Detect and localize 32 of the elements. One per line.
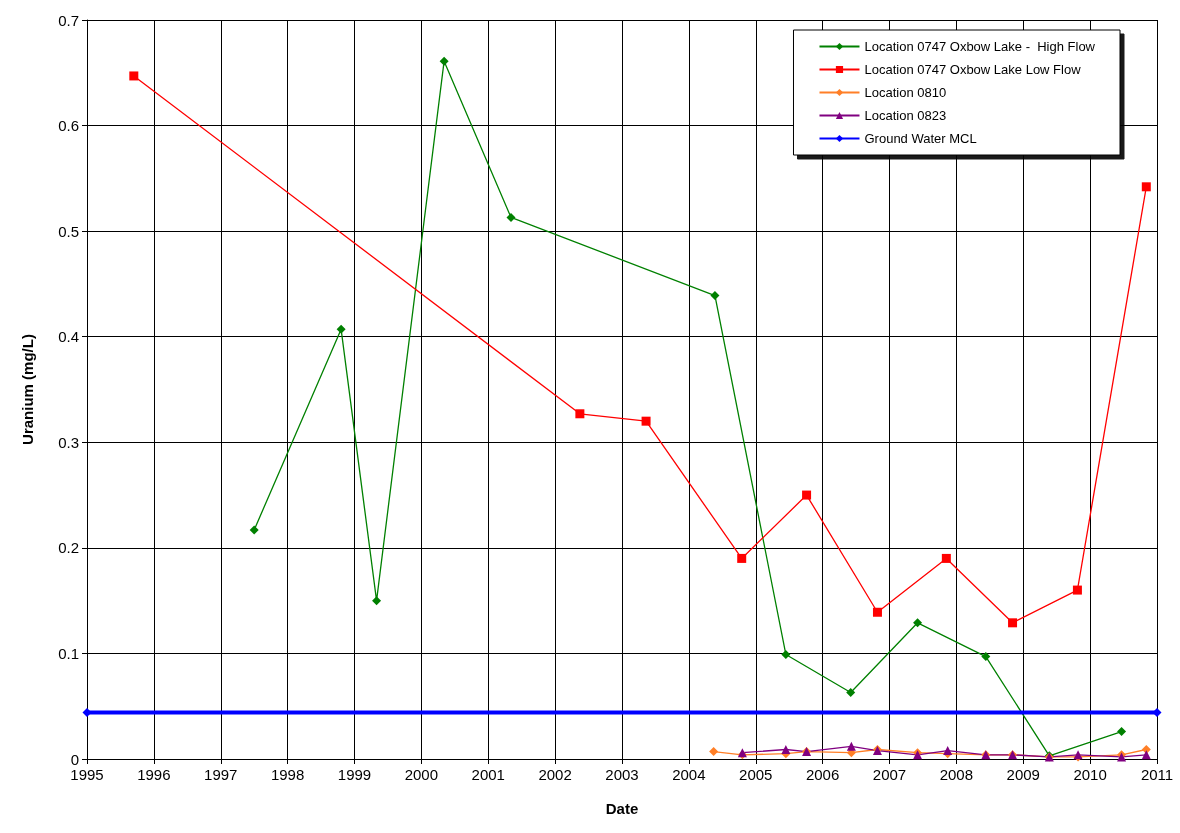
x-tick-label: 2011	[1140, 766, 1174, 783]
x-tick-label: 2008	[939, 766, 974, 783]
x-tick-label: 1999	[337, 766, 372, 783]
x-tick-label: 2004	[672, 766, 706, 783]
x-tick-label: 1998	[270, 766, 305, 783]
x-tick-label: 2005	[739, 766, 773, 783]
y-tick-label: 0	[70, 750, 79, 768]
x-tick-label: 1995	[70, 766, 104, 783]
x-tick-label: 2003	[605, 766, 639, 783]
y-tick-label: 0.7	[58, 11, 79, 29]
x-tick-label: 2006	[805, 766, 840, 783]
legend-label: Location 0747 Oxbow Lake Low Flow	[864, 62, 1082, 77]
x-tick-label: 1997	[204, 766, 238, 783]
y-tick-label: 0.1	[58, 644, 79, 662]
y-tick-label: 0.5	[58, 222, 79, 240]
x-tick-label: 1996	[137, 766, 171, 783]
y-axis-title: Uranium (mg/L)	[19, 334, 36, 445]
legend-label: Location 0810	[864, 85, 947, 100]
y-tick-label: 0.4	[58, 328, 79, 346]
x-tick-label: 2002	[538, 766, 572, 783]
y-tick-label: 0.3	[58, 433, 79, 451]
x-tick-label: 2009	[1006, 766, 1040, 783]
x-tick-label: 2001	[471, 766, 505, 783]
x-tick-label: 2000	[404, 766, 439, 783]
y-tick-label: 0.6	[58, 117, 79, 135]
y-tick-label: 0.2	[58, 539, 79, 557]
legend-label: Ground Water MCL	[864, 131, 977, 146]
x-tick-label: 2010	[1073, 766, 1107, 783]
legend-label: Location 0747 Oxbow Lake - High Flow	[864, 39, 1096, 54]
legend-label: Location 0823	[864, 108, 947, 123]
x-tick-label: 2007	[872, 766, 907, 783]
x-axis-title: Date	[605, 800, 639, 817]
